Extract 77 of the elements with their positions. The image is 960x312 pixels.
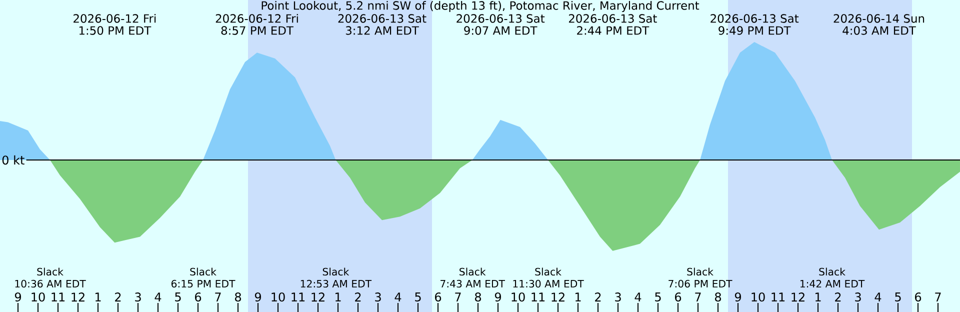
text: 2026-06-13 Sat	[338, 14, 426, 23]
chart-title: Point Lookout, 5.2 nmi SW of (depth 13 ft), Potomac River, Maryland Current	[262, 0, 700, 12]
x-tick-label: 1	[336, 292, 341, 302]
x-tick-label: 2	[595, 292, 601, 302]
x-tick-label: 4	[634, 292, 642, 302]
x-tick-label: 12	[312, 292, 324, 302]
text: 10:36 AM EDT	[15, 280, 86, 288]
text: 1:42 AM EDT	[800, 280, 865, 288]
x-tick-label: 3	[135, 292, 141, 302]
x-tick-label: 8	[715, 292, 722, 302]
text: 2026-06-12 Fri	[74, 14, 156, 23]
text: Slack	[687, 268, 714, 276]
text: Slack	[819, 268, 846, 276]
x-tick-label: 11	[772, 292, 785, 302]
x-tick-label: 6	[435, 292, 442, 302]
text: 4:03 AM EDT	[842, 26, 916, 35]
x-tick-label: 1	[576, 292, 581, 302]
x-tick-label: 5	[895, 292, 901, 302]
x-tick-label: 4	[394, 292, 402, 302]
x-tick-label: 10	[272, 292, 285, 302]
text: Slack	[535, 268, 562, 276]
x-tick-label: 2	[835, 292, 841, 302]
text: Slack	[190, 268, 216, 276]
text: 7:43 AM EDT	[440, 280, 506, 288]
ref-line-label: 0 kt	[2, 155, 24, 165]
x-tick-label: 5	[415, 292, 421, 302]
x-tick-label: 2	[115, 292, 121, 302]
text: 1:50 PM EDT	[79, 26, 152, 35]
text: Slack	[37, 268, 64, 276]
text: 9:07 AM EDT	[464, 26, 538, 35]
x-tick-label: 7	[215, 292, 221, 302]
text: 2026-06-13 Sat	[568, 14, 657, 23]
x-tick-label: 8	[235, 292, 242, 302]
x-tick-label: 1	[816, 292, 821, 302]
text: 6:15 PM EDT	[171, 280, 236, 288]
x-tick-label: 5	[655, 292, 661, 302]
text: 12:53 AM EDT	[300, 280, 372, 288]
x-tick-label: 4	[154, 292, 162, 302]
x-tick-label: 3	[615, 292, 621, 302]
x-tick-label: 7	[935, 292, 941, 302]
x-tick-label: 3	[855, 292, 861, 302]
x-tick-label: 6	[675, 292, 682, 302]
text: 2026-06-12 Fri	[216, 14, 298, 23]
text: 11:30 AM EDT	[513, 280, 584, 288]
x-tick-label: 12	[72, 292, 84, 302]
text: 9:49 PM EDT	[718, 26, 791, 35]
text: 2026-06-14 Sun	[834, 14, 924, 23]
x-tick-label: 9	[14, 292, 21, 302]
x-tick-label: 8	[475, 292, 482, 302]
x-tick-label: 7	[455, 292, 461, 302]
x-tick-label: 9	[734, 292, 741, 302]
x-tick-label: 10	[32, 292, 45, 302]
x-tick-label: 1	[96, 292, 101, 302]
text: Slack	[322, 268, 350, 276]
x-tick-label: 11	[52, 292, 65, 302]
x-tick-label: 7	[695, 292, 701, 302]
text: 2026-06-13 Sat	[456, 14, 545, 23]
x-tick-label: 3	[375, 292, 381, 302]
x-tick-label: 12	[792, 292, 804, 302]
text: 2026-06-13 Sat	[710, 14, 799, 23]
x-tick-label: 6	[195, 292, 202, 302]
x-tick-label: 6	[915, 292, 922, 302]
x-tick-label: 11	[292, 292, 305, 302]
x-tick-label: 5	[175, 292, 181, 302]
x-tick-label: 9	[254, 292, 261, 302]
x-tick-label: 12	[552, 292, 564, 302]
x-tick-label: 2	[355, 292, 361, 302]
text: 2:44 PM EDT	[577, 26, 650, 35]
x-tick-label: 9	[494, 292, 501, 302]
text: 7:06 PM EDT	[668, 280, 732, 288]
x-tick-label: 10	[752, 292, 765, 302]
text: Slack	[460, 268, 486, 276]
x-tick-label: 4	[874, 292, 882, 302]
text: 8:57 PM EDT	[221, 26, 294, 35]
x-tick-label: 11	[532, 292, 545, 302]
x-tick-label: 10	[512, 292, 525, 302]
text: 3:12 AM EDT	[346, 26, 419, 35]
